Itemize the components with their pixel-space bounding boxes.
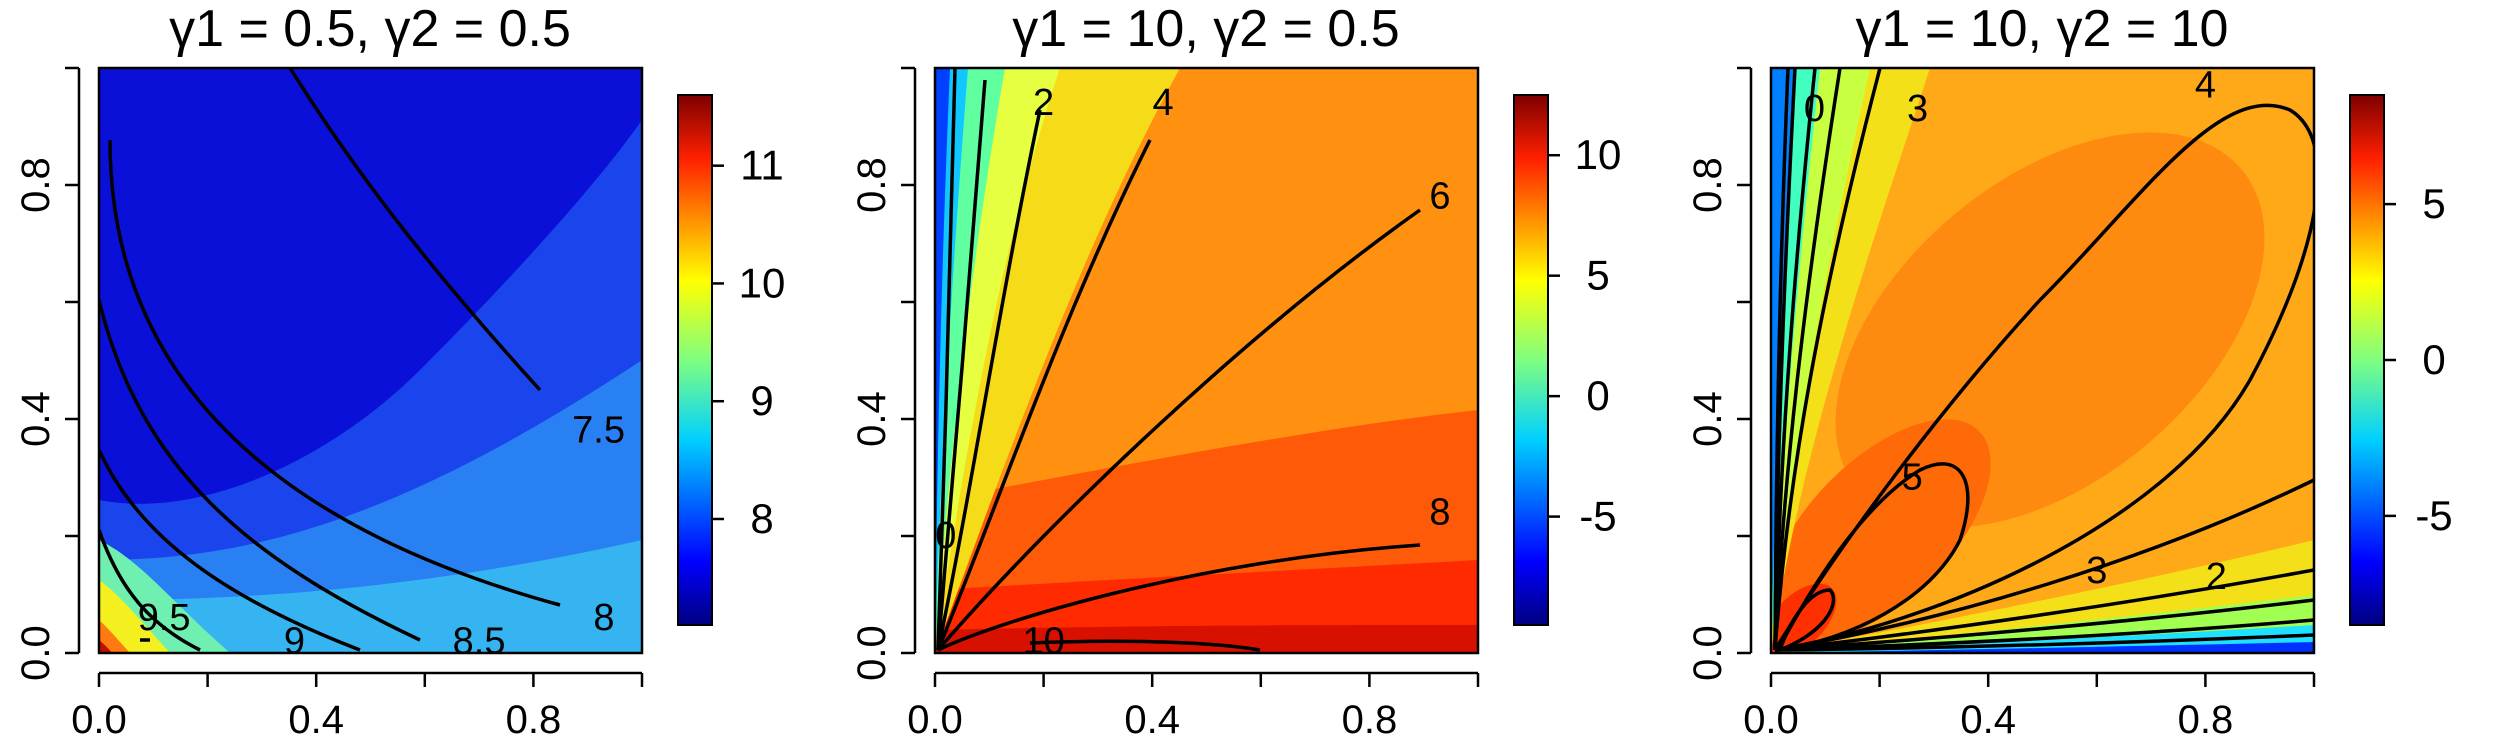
colorbar-tick-label: -5 bbox=[2415, 492, 2452, 539]
panel-1-contours bbox=[99, 68, 561, 652]
x-tick-label: 0.4 bbox=[1124, 698, 1180, 742]
contour-label: 9 bbox=[284, 620, 305, 662]
y-tick-label: 0.8 bbox=[14, 157, 58, 213]
contour-label: 7.5 bbox=[572, 410, 625, 452]
contour-label: 4 bbox=[2195, 65, 2216, 107]
panel-3-colorbar bbox=[2349, 94, 2385, 626]
panel-3-frame bbox=[1769, 66, 2316, 655]
colorbar-tick-label: 5 bbox=[1586, 252, 1609, 299]
colorbar-tick-label: 9 bbox=[750, 377, 773, 424]
panel-1-axes: 0.0 0.4 0.8 0.0 0.4 0.8 bbox=[14, 66, 644, 742]
panel-2-heatmap bbox=[935, 68, 1478, 653]
contour-label: 6 bbox=[1429, 176, 1450, 218]
panel-3-contours bbox=[1773, 68, 2314, 652]
panel-3-axes: 0.0 0.4 0.8 0.0 0.4 0.8 bbox=[1686, 66, 2316, 742]
y-tick-label: 0.0 bbox=[14, 625, 58, 681]
x-tick-label: 0.4 bbox=[288, 698, 344, 742]
panel-1-colorbar bbox=[677, 94, 713, 626]
y-tick-label: 0.4 bbox=[14, 391, 58, 447]
colorbar-tick-label: 10 bbox=[739, 259, 786, 306]
panel-1-colorbar-ticks: 8 9 10 11 bbox=[712, 142, 785, 542]
panel-3-colorbar-ticks: -5 0 5 bbox=[2384, 180, 2453, 539]
colorbar-tick-label: 8 bbox=[750, 495, 773, 542]
panel-3: γ1 = 10, γ2 = 10 0.0 0.4 0.8 0.0 0.4 0.8 0 3 4 5… bbox=[1686, 0, 2453, 742]
contour-label: 9.5 bbox=[138, 597, 191, 639]
y-tick-label: 0.4 bbox=[850, 391, 894, 447]
panel-1: γ1 = 0.5, γ2 = 0.5 0.0 0.4 0.8 0.0 0.4 0.8 7.… bbox=[14, 0, 785, 742]
colorbar-tick-label: 0 bbox=[1586, 372, 1609, 419]
panel-2-axes: 0.0 0.4 0.8 0.0 0.4 0.8 bbox=[850, 66, 1480, 742]
x-tick-label: 0.8 bbox=[1342, 698, 1398, 742]
contour-label: 8.5 bbox=[453, 620, 506, 662]
contour-label: 8 bbox=[593, 597, 614, 639]
colorbar-tick-label: 5 bbox=[2422, 180, 2445, 227]
x-tick-label: 0.0 bbox=[1743, 698, 1799, 742]
y-tick-label: 0.4 bbox=[1686, 391, 1730, 447]
colorbar-tick-label: 11 bbox=[740, 142, 784, 189]
contour-label: 8 bbox=[1429, 492, 1450, 534]
contour-label: 5 bbox=[1902, 457, 1923, 499]
contour-label: 3 bbox=[1907, 88, 1928, 130]
x-tick-label: 0.0 bbox=[71, 698, 127, 742]
colorbar-tick-label: 0 bbox=[2422, 336, 2445, 383]
panel-3-contour-labels: 0 3 4 5 3 2 bbox=[1804, 65, 2227, 598]
x-tick-label: 0.0 bbox=[907, 698, 963, 742]
panel-2: γ1 = 10, γ2 = 0.5 0.0 0.4 0.8 0.0 0.4 0.8 0 2 4… bbox=[850, 0, 1621, 742]
contour-label: 2 bbox=[1033, 82, 1054, 124]
y-tick-label: 0.8 bbox=[1686, 157, 1730, 213]
x-tick-label: 0.8 bbox=[2178, 698, 2234, 742]
panel-1-frame bbox=[97, 66, 644, 655]
contour-label: 2 bbox=[2206, 556, 2227, 598]
panel-2-frame bbox=[933, 66, 1480, 655]
panel-2-colorbar bbox=[1513, 94, 1549, 626]
contour-label: 0 bbox=[1804, 88, 1825, 130]
panel-2-contours bbox=[936, 68, 1422, 652]
colorbar-tick-label: -5 bbox=[1579, 493, 1616, 540]
contour-label: 4 bbox=[1152, 82, 1173, 124]
x-tick-label: 0.4 bbox=[1960, 698, 2016, 742]
y-tick-label: 0.0 bbox=[1686, 625, 1730, 681]
contour-label: 0 bbox=[935, 515, 956, 557]
panel-1-contour-labels: 7.5 8 8.5 9 9.5 bbox=[138, 410, 625, 663]
panel-1-title: γ1 = 0.5, γ2 = 0.5 bbox=[169, 0, 571, 58]
panel-2-colorbar-ticks: -5 0 5 10 bbox=[1548, 131, 1622, 540]
x-tick-label: 0.8 bbox=[506, 698, 562, 742]
panel-2-title: γ1 = 10, γ2 = 0.5 bbox=[1012, 0, 1399, 58]
panel-1-heatmap bbox=[99, 68, 642, 653]
panel-2-contour-labels: 0 2 4 6 8 10 bbox=[935, 82, 1450, 662]
panel-3-title: γ1 = 10, γ2 = 10 bbox=[1856, 0, 2229, 58]
colorbar-tick-label: 10 bbox=[1575, 131, 1622, 178]
contour-label: 10 bbox=[1022, 620, 1064, 662]
contour-label: 3 bbox=[2086, 550, 2107, 592]
y-tick-label: 0.8 bbox=[850, 157, 894, 213]
panel-3-heatmap bbox=[1771, 68, 2314, 653]
y-tick-label: 0.0 bbox=[850, 625, 894, 681]
